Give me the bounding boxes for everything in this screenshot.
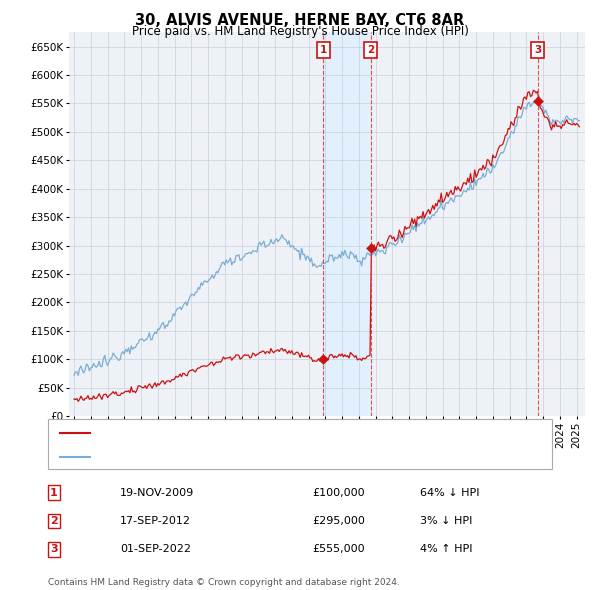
Bar: [323, 32, 371, 416]
Text: 2: 2: [50, 516, 58, 526]
Point: [533, 96, 542, 106]
Text: £100,000: £100,000: [312, 488, 365, 497]
Point: [366, 244, 376, 253]
Text: 1: 1: [50, 488, 58, 497]
Text: £555,000: £555,000: [312, 545, 365, 554]
Text: Price paid vs. HM Land Registry's House Price Index (HPI): Price paid vs. HM Land Registry's House …: [131, 25, 469, 38]
Text: 4% ↑ HPI: 4% ↑ HPI: [420, 545, 473, 554]
Text: £295,000: £295,000: [312, 516, 365, 526]
Text: 30, ALVIS AVENUE, HERNE BAY, CT6 8AR (detached house): 30, ALVIS AVENUE, HERNE BAY, CT6 8AR (de…: [96, 428, 401, 438]
Point: [319, 355, 328, 364]
Text: Contains HM Land Registry data © Crown copyright and database right 2024.: Contains HM Land Registry data © Crown c…: [48, 578, 400, 586]
Text: 64% ↓ HPI: 64% ↓ HPI: [420, 488, 479, 497]
Text: 01-SEP-2022: 01-SEP-2022: [120, 545, 191, 554]
Text: 19-NOV-2009: 19-NOV-2009: [120, 488, 194, 497]
Text: 2: 2: [367, 45, 374, 55]
Text: 30, ALVIS AVENUE, HERNE BAY, CT6 8AR: 30, ALVIS AVENUE, HERNE BAY, CT6 8AR: [136, 13, 464, 28]
Text: 3: 3: [534, 45, 541, 55]
Text: 3: 3: [50, 545, 58, 554]
Text: 3% ↓ HPI: 3% ↓ HPI: [420, 516, 472, 526]
Text: 1: 1: [320, 45, 327, 55]
Text: 17-SEP-2012: 17-SEP-2012: [120, 516, 191, 526]
Text: HPI: Average price, detached house, Canterbury: HPI: Average price, detached house, Cant…: [96, 451, 348, 461]
